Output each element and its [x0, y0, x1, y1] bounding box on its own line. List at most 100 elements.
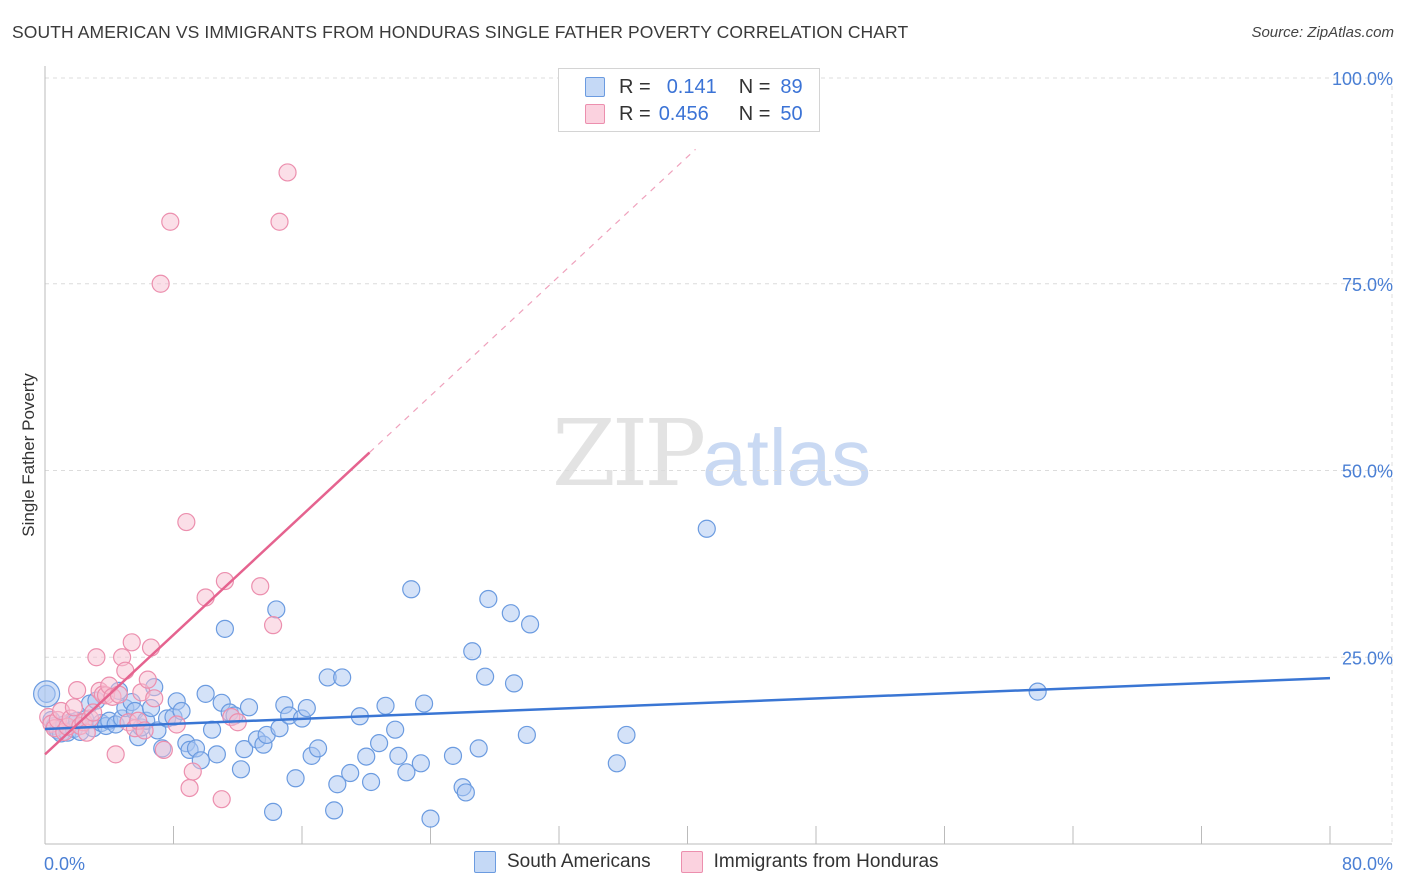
- correlation-legend: R = 0.141 N = 89 R = 0.456 N = 50: [558, 68, 820, 132]
- south-american-point: [397, 763, 416, 782]
- honduras-point: [138, 670, 157, 689]
- honduras-point: [145, 689, 164, 708]
- south-american-point: [389, 746, 408, 765]
- south-american-point: [504, 674, 524, 693]
- south-american-point: [520, 615, 540, 634]
- honduras-point: [270, 212, 289, 231]
- honduras-point: [263, 616, 283, 635]
- honduras-point: [177, 512, 196, 532]
- honduras-point: [251, 577, 270, 596]
- south-american-point: [607, 754, 626, 773]
- legend-n-value: 50: [780, 102, 803, 125]
- trend-line-honduras-extrapolated: [369, 148, 696, 454]
- honduras-points: [39, 163, 297, 809]
- honduras-point: [180, 778, 199, 798]
- south-american-point: [617, 725, 636, 745]
- south-american-point: [341, 763, 360, 783]
- legend-item-honduras: Immigrants from Honduras: [680, 851, 939, 873]
- legend-swatch-pink: [585, 104, 605, 124]
- watermark-zip: ZIP: [552, 400, 706, 507]
- south-american-point: [697, 519, 716, 538]
- axes: [44, 66, 1392, 845]
- legend-r-value: 0.456: [658, 102, 709, 125]
- honduras-point: [109, 685, 128, 704]
- south-american-point: [370, 734, 389, 753]
- honduras-point: [278, 163, 297, 182]
- legend-r-value: 0.141: [666, 75, 717, 98]
- gridlines: [45, 77, 1393, 844]
- legend-swatch-pink: [680, 851, 703, 873]
- south-american-point: [239, 698, 259, 717]
- x-tick-label: 0.0%: [44, 854, 85, 874]
- tick-labels: 25.0% 50.0% 75.0% 100.0% 0.0% 80.0%: [44, 69, 1393, 874]
- chart-title: SOUTH AMERICAN VS IMMIGRANTS FROM HONDUR…: [12, 22, 909, 42]
- south-american-point: [361, 772, 381, 792]
- south-american-point: [267, 600, 286, 619]
- south-american-point: [333, 668, 352, 687]
- honduras-point: [161, 212, 180, 231]
- south-american-point: [308, 739, 328, 758]
- trend-line-honduras: [44, 451, 371, 756]
- honduras-point: [212, 790, 231, 809]
- legend-label: Immigrants from Honduras: [713, 851, 939, 872]
- trend-line-south-americans: [44, 676, 1331, 731]
- y-tick-label: 25.0%: [1342, 648, 1393, 668]
- south-american-point: [235, 740, 254, 759]
- south-american-point: [376, 696, 395, 715]
- legend-r-label: R =: [619, 102, 651, 125]
- south-american-point: [421, 809, 440, 828]
- south-american-point: [196, 684, 215, 703]
- legend-r-label: R =: [619, 75, 651, 98]
- south-american-point: [443, 746, 463, 765]
- south-american-point: [297, 698, 316, 718]
- south-american-point: [207, 745, 226, 764]
- legend-label: South Americans: [507, 851, 651, 872]
- legend-n-label: N =: [738, 102, 771, 125]
- y-tick-label: 50.0%: [1342, 462, 1393, 482]
- south-american-point: [357, 747, 376, 766]
- honduras-point: [183, 762, 202, 781]
- legend-item-south-americans: South Americans: [474, 851, 651, 873]
- x-tick-label: 80.0%: [1342, 854, 1393, 874]
- south-american-point: [231, 760, 251, 779]
- south-american-point: [479, 589, 498, 609]
- honduras-point: [151, 274, 170, 293]
- honduras-point: [141, 638, 161, 657]
- y-tick-label: 75.0%: [1342, 275, 1393, 295]
- honduras-point: [106, 745, 125, 764]
- honduras-point: [116, 661, 135, 680]
- south-american-point: [263, 802, 283, 821]
- honduras-point: [87, 648, 106, 667]
- honduras-point: [215, 571, 234, 591]
- watermark: ZIPatlas: [552, 400, 871, 507]
- south-american-point: [501, 604, 520, 623]
- honduras-point: [64, 698, 84, 717]
- south-american-point-large: [33, 680, 61, 708]
- south-americans-points: [33, 519, 1047, 828]
- south-american-point: [1028, 682, 1047, 701]
- south-american-point: [476, 667, 495, 686]
- south-american-point: [517, 725, 536, 745]
- honduras-point: [122, 633, 141, 652]
- honduras-point: [84, 703, 103, 722]
- south-american-point: [463, 642, 482, 661]
- south-american-point: [325, 801, 344, 820]
- south-american-point: [286, 769, 305, 788]
- y-tick-label: 100.0%: [1332, 69, 1393, 89]
- south-american-point: [402, 580, 421, 599]
- south-american-point: [456, 783, 475, 802]
- legend-n-value: 89: [780, 75, 803, 98]
- legend-row-honduras: R = 0.456 N = 50: [585, 101, 803, 127]
- south-american-point: [328, 775, 347, 794]
- south-american-point: [386, 720, 405, 739]
- trend-lines: [44, 148, 1331, 756]
- watermark-atlas: atlas: [702, 413, 872, 502]
- south-american-point: [215, 619, 234, 638]
- honduras-point: [68, 681, 87, 700]
- bottom-legend: South Americans Immigrants from Honduras: [474, 851, 969, 873]
- legend-swatch-blue: [585, 77, 605, 97]
- south-american-point: [469, 739, 488, 758]
- y-axis-label: Single Father Poverty: [19, 373, 38, 537]
- south-american-point: [414, 694, 434, 713]
